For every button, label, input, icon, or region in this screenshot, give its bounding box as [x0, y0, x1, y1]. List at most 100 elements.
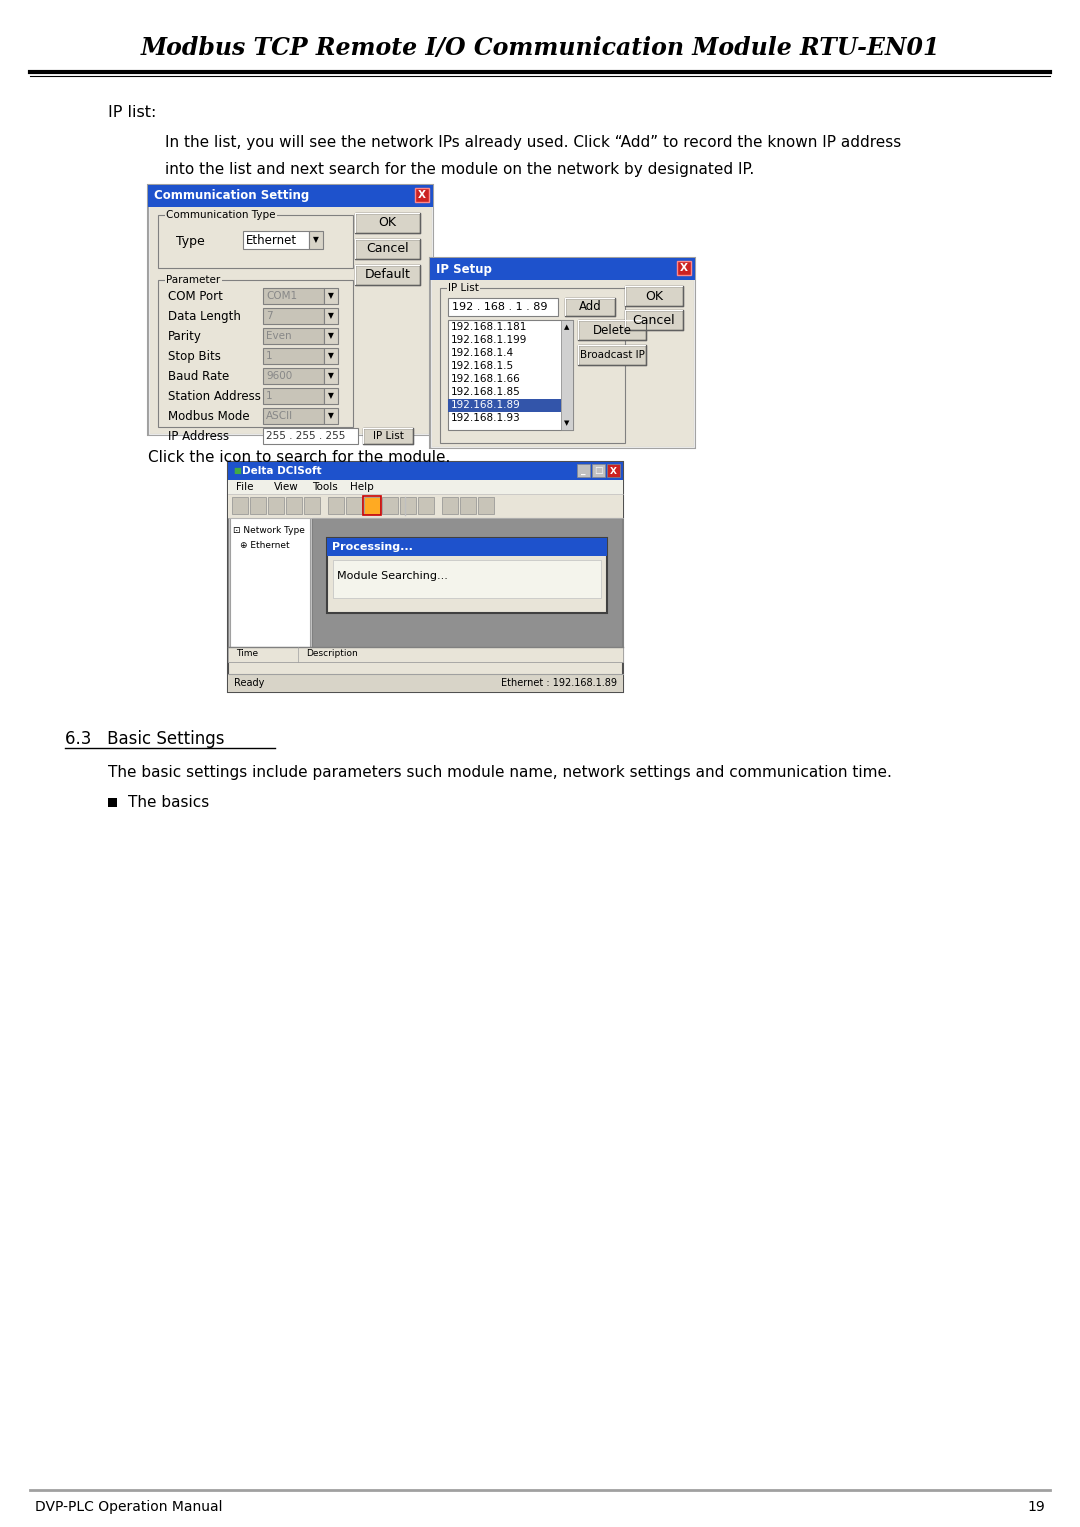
Text: ▼: ▼	[328, 391, 334, 400]
FancyBboxPatch shape	[577, 464, 590, 476]
Text: ▼: ▼	[328, 351, 334, 360]
FancyBboxPatch shape	[264, 368, 324, 383]
FancyBboxPatch shape	[228, 463, 623, 479]
FancyBboxPatch shape	[324, 368, 338, 383]
FancyBboxPatch shape	[430, 258, 696, 279]
FancyBboxPatch shape	[264, 308, 324, 324]
FancyBboxPatch shape	[430, 258, 696, 447]
FancyBboxPatch shape	[264, 408, 324, 425]
Text: Tools: Tools	[312, 483, 338, 492]
FancyBboxPatch shape	[264, 289, 324, 304]
Text: X: X	[680, 263, 688, 273]
Text: ⊡ Network Type: ⊡ Network Type	[233, 525, 305, 534]
FancyBboxPatch shape	[592, 464, 605, 476]
FancyBboxPatch shape	[448, 321, 573, 431]
FancyBboxPatch shape	[460, 496, 476, 515]
FancyBboxPatch shape	[400, 496, 416, 515]
FancyBboxPatch shape	[478, 496, 494, 515]
FancyBboxPatch shape	[228, 463, 623, 692]
FancyBboxPatch shape	[303, 496, 320, 515]
Text: IP List: IP List	[448, 282, 478, 293]
FancyBboxPatch shape	[578, 321, 646, 341]
Text: ⊕ Ethernet: ⊕ Ethernet	[240, 541, 289, 550]
Text: Communication Type: Communication Type	[166, 211, 275, 220]
Text: ASCII: ASCII	[266, 411, 293, 421]
FancyBboxPatch shape	[415, 188, 429, 202]
Text: 9600: 9600	[266, 371, 293, 382]
Text: ▼: ▼	[565, 420, 569, 426]
FancyBboxPatch shape	[264, 348, 324, 363]
FancyBboxPatch shape	[228, 495, 623, 518]
FancyBboxPatch shape	[264, 428, 357, 444]
Text: ■: ■	[233, 467, 241, 475]
Text: X: X	[610, 467, 617, 475]
FancyBboxPatch shape	[243, 231, 309, 249]
Text: 1: 1	[266, 351, 272, 360]
FancyBboxPatch shape	[324, 348, 338, 363]
Text: Ethernet : 192.168.1.89: Ethernet : 192.168.1.89	[501, 678, 617, 689]
FancyBboxPatch shape	[228, 673, 623, 692]
FancyBboxPatch shape	[286, 496, 302, 515]
Text: Ethernet: Ethernet	[246, 234, 297, 246]
Text: Cancel: Cancel	[633, 313, 675, 327]
FancyBboxPatch shape	[346, 496, 362, 515]
Text: 192.168.1.181: 192.168.1.181	[451, 322, 527, 331]
FancyBboxPatch shape	[442, 496, 458, 515]
FancyBboxPatch shape	[148, 185, 433, 208]
Text: Parameter: Parameter	[166, 275, 220, 286]
Text: Description: Description	[306, 649, 357, 658]
Text: Delete: Delete	[593, 324, 632, 336]
FancyBboxPatch shape	[249, 496, 266, 515]
Text: Station Address: Station Address	[168, 389, 261, 403]
Text: 7: 7	[266, 312, 272, 321]
Text: IP Setup: IP Setup	[436, 263, 491, 275]
FancyBboxPatch shape	[565, 298, 615, 316]
Text: IP Address: IP Address	[168, 431, 229, 443]
Text: Baud Rate: Baud Rate	[168, 370, 229, 383]
FancyBboxPatch shape	[382, 496, 399, 515]
Text: Modbus TCP Remote I/O Communication Module RTU-EN01: Modbus TCP Remote I/O Communication Modu…	[140, 37, 940, 60]
Text: IP List: IP List	[373, 431, 404, 441]
FancyBboxPatch shape	[264, 388, 324, 405]
Text: X: X	[418, 189, 426, 200]
FancyBboxPatch shape	[448, 298, 558, 316]
FancyBboxPatch shape	[607, 464, 620, 476]
FancyBboxPatch shape	[228, 647, 623, 663]
Text: ▼: ▼	[328, 312, 334, 321]
FancyBboxPatch shape	[327, 538, 607, 612]
FancyBboxPatch shape	[561, 321, 573, 431]
Text: Stop Bits: Stop Bits	[168, 350, 221, 363]
FancyBboxPatch shape	[264, 328, 324, 344]
FancyBboxPatch shape	[230, 518, 310, 647]
Text: Broadcast IP: Broadcast IP	[580, 350, 645, 360]
Text: ▼: ▼	[328, 331, 334, 341]
Text: 1: 1	[266, 391, 272, 402]
Text: 192.168.1.5: 192.168.1.5	[451, 360, 514, 371]
Text: COM Port: COM Port	[168, 290, 222, 302]
Text: OK: OK	[645, 290, 663, 302]
FancyBboxPatch shape	[232, 496, 248, 515]
FancyBboxPatch shape	[324, 388, 338, 405]
Bar	[448, 399, 561, 412]
Text: 192.168.1.66: 192.168.1.66	[451, 374, 521, 383]
Text: In the list, you will see the network IPs already used. Click “Add” to record th: In the list, you will see the network IP…	[165, 134, 901, 150]
Text: 192.168.1.199: 192.168.1.199	[451, 334, 527, 345]
Text: The basic settings include parameters such module name, network settings and com: The basic settings include parameters su…	[108, 765, 892, 780]
Text: 192.168.1.4: 192.168.1.4	[451, 348, 514, 357]
Text: Time: Time	[237, 649, 258, 658]
Text: ▼: ▼	[328, 411, 334, 420]
Text: File: File	[237, 483, 254, 492]
FancyBboxPatch shape	[312, 518, 622, 647]
Text: 192.168.1.85: 192.168.1.85	[451, 386, 521, 397]
Text: Module Searching...: Module Searching...	[337, 571, 448, 580]
Text: The basics: The basics	[129, 796, 210, 809]
Bar	[108, 799, 117, 806]
Text: 255 . 255 . 255: 255 . 255 . 255	[266, 431, 346, 441]
Text: 192.168.1.89: 192.168.1.89	[451, 400, 521, 411]
Text: 6.3   Basic Settings: 6.3 Basic Settings	[65, 730, 225, 748]
Text: 19: 19	[1027, 1500, 1045, 1513]
Text: OK: OK	[378, 217, 396, 229]
Text: Add: Add	[579, 301, 602, 313]
Text: Communication Setting: Communication Setting	[154, 189, 309, 203]
FancyBboxPatch shape	[268, 496, 284, 515]
